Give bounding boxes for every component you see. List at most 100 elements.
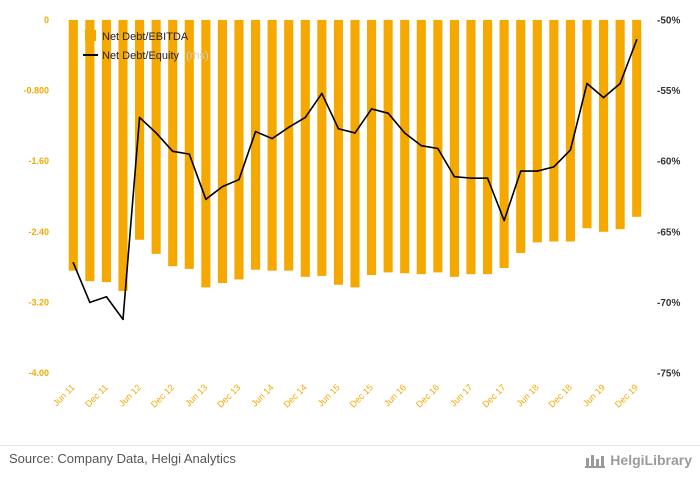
equity-point-22 xyxy=(420,144,423,147)
right-tick-label: -75% xyxy=(657,369,680,380)
left-tick-label: -3.20 xyxy=(28,297,49,307)
line-group xyxy=(72,38,638,321)
x-tick-label: Jun 19 xyxy=(581,382,607,408)
equity-point-3 xyxy=(105,295,108,298)
equity-point-29 xyxy=(536,170,539,172)
equity-point-2 xyxy=(89,301,91,304)
x-tick-label: Jun 11 xyxy=(51,382,77,408)
equity-point-30 xyxy=(553,166,555,168)
bar-35 xyxy=(632,20,642,217)
left-tick-label: -0.800 xyxy=(23,86,49,96)
right-tick-label: -50% xyxy=(657,16,680,27)
equity-point-17 xyxy=(337,127,340,130)
right-tick-label: -65% xyxy=(657,227,680,238)
x-tick-label: Jun 15 xyxy=(316,382,342,408)
library-icon xyxy=(585,455,606,468)
equity-point-15 xyxy=(304,116,307,119)
x-tick-label: Jun 12 xyxy=(117,382,143,408)
bar-22 xyxy=(416,20,426,275)
bar-12 xyxy=(251,20,261,270)
bar-27 xyxy=(499,20,509,268)
equity-point-32 xyxy=(586,82,588,85)
x-tick-label: Jun 17 xyxy=(448,382,474,408)
bar-15 xyxy=(300,20,310,277)
equity-point-12 xyxy=(254,130,257,133)
left-axis: 0 -0.800 -1.60 -2.40 -3.20 -4.00 xyxy=(23,15,49,378)
bar-34 xyxy=(615,20,625,230)
x-tick-label: Dec 14 xyxy=(281,382,308,409)
x-tick-label: Dec 19 xyxy=(613,382,640,409)
equity-point-31 xyxy=(569,149,572,151)
left-tick-label: 0 xyxy=(44,15,49,25)
legend-note-rhs: (rhs) xyxy=(186,50,209,62)
legend-label-equity-group: Net Debt/Equity (rhs) xyxy=(102,50,209,62)
equity-point-8 xyxy=(188,153,191,155)
x-tick-label: Jun 13 xyxy=(183,382,209,408)
right-axis: -50% -55% -60% -65% -70% -75% xyxy=(657,16,680,380)
brand-name: HelgiLibrary xyxy=(610,452,692,468)
x-tick-label: Dec 17 xyxy=(480,382,507,409)
equity-point-10 xyxy=(221,185,224,188)
right-tick-label: -70% xyxy=(657,298,680,309)
brand-logo: HelgiLibrary xyxy=(584,450,692,470)
bar-11 xyxy=(234,20,244,280)
bar-23 xyxy=(433,20,443,273)
bar-3 xyxy=(101,20,111,283)
equity-point-23 xyxy=(437,147,439,150)
bar-16 xyxy=(317,20,327,276)
bar-21 xyxy=(400,20,410,274)
x-tick-label: Dec 13 xyxy=(215,382,242,409)
equity-point-6 xyxy=(155,132,157,134)
equity-point-16 xyxy=(321,92,323,95)
x-tick-label: Jun 16 xyxy=(382,382,408,408)
equity-point-13 xyxy=(271,137,273,140)
bar-30 xyxy=(549,20,559,242)
bar-31 xyxy=(565,20,575,242)
equity-point-24 xyxy=(453,175,456,178)
source-text: Source: Company Data, Helgi Analytics xyxy=(9,451,236,466)
right-tick-label: -55% xyxy=(657,86,680,97)
legend-swatch-ebitda xyxy=(85,30,96,41)
legend: Net Debt/EBITDA Net Debt/Equity (rhs) xyxy=(83,30,209,62)
equity-point-9 xyxy=(205,198,207,201)
equity-point-33 xyxy=(602,96,605,99)
bar-25 xyxy=(466,20,476,275)
equity-point-5 xyxy=(138,116,141,119)
x-tick-label: Dec 16 xyxy=(414,382,441,409)
right-tick-label: -60% xyxy=(657,157,680,168)
bar-5 xyxy=(135,20,145,240)
equity-point-20 xyxy=(387,112,389,114)
equity-point-26 xyxy=(486,177,489,179)
bars-group xyxy=(68,20,642,291)
equity-point-34 xyxy=(619,82,621,85)
bar-9 xyxy=(201,20,211,288)
legend-label-ebitda: Net Debt/EBITDA xyxy=(102,31,189,43)
left-tick-label: -4.00 xyxy=(28,368,49,378)
equity-point-4 xyxy=(122,318,124,321)
bar-7 xyxy=(168,20,178,267)
left-tick-label: -2.40 xyxy=(28,227,49,237)
bar-4 xyxy=(118,20,128,291)
x-tick-label: Dec 11 xyxy=(83,382,110,409)
equity-point-27 xyxy=(503,219,505,222)
x-axis: Jun 11 Dec 11 Jun 12 Dec 12 Jun 13 Dec 13 Jun … xyxy=(51,382,640,409)
x-tick-label: Dec 12 xyxy=(149,382,176,409)
bar-2 xyxy=(85,20,95,282)
bar-10 xyxy=(217,20,227,283)
x-tick-label: Dec 15 xyxy=(348,382,375,409)
bar-18 xyxy=(350,20,360,288)
equity-point-1 xyxy=(72,262,75,264)
equity-point-35 xyxy=(635,38,638,41)
bar-33 xyxy=(599,20,609,232)
legend-label-equity: Net Debt/Equity xyxy=(102,50,180,62)
x-tick-label: Jun 14 xyxy=(249,382,275,408)
x-tick-label: Jun 18 xyxy=(515,382,541,408)
equity-point-21 xyxy=(403,132,406,134)
bar-19 xyxy=(367,20,377,276)
bar-24 xyxy=(449,20,459,277)
bar-20 xyxy=(383,20,393,273)
bar-17 xyxy=(333,20,343,285)
equity-point-28 xyxy=(519,170,522,172)
footer-divider xyxy=(0,445,700,446)
equity-point-11 xyxy=(238,178,240,181)
